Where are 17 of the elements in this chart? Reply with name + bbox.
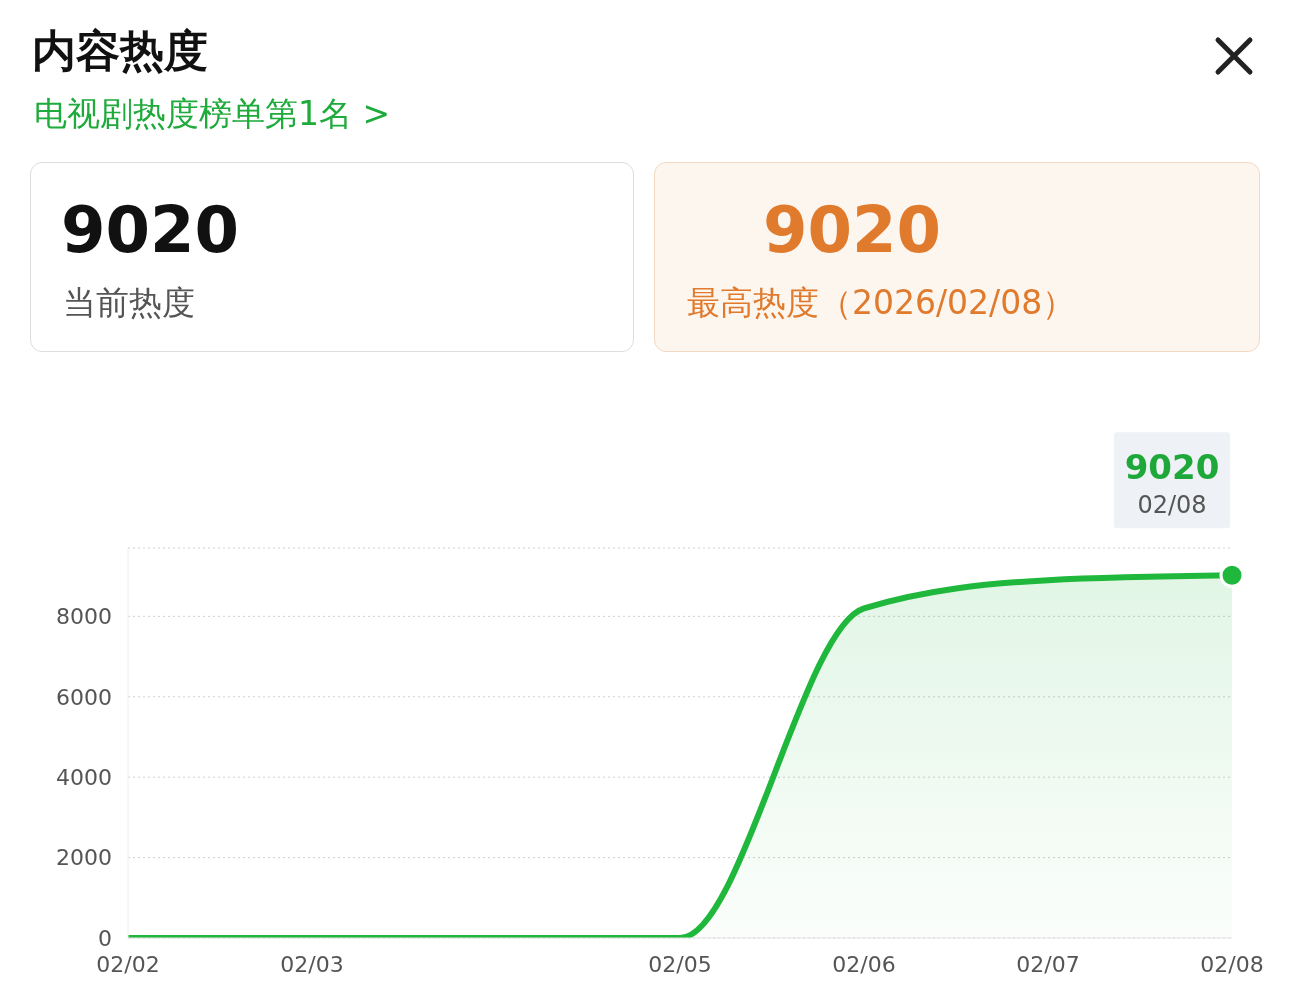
x-tick-label: 02/02 [96, 951, 160, 977]
annotation: 02/08 [1137, 491, 1207, 520]
x-tick-label: 02/03 [280, 951, 344, 977]
chart-subtitle: 电视剧热度榜单第1名 > [34, 93, 391, 135]
chart-title: 内容热度 [32, 24, 208, 78]
x-tick-label: 02/08 [1200, 951, 1264, 977]
x-tick-label: 02/07 [1016, 951, 1080, 977]
x-tick-label: 02/06 [832, 951, 896, 977]
annotation: 9020 [1124, 447, 1220, 488]
x-tick-label: 02/05 [648, 951, 712, 977]
peak-card: 9020 最高热度（2026/02/08） [654, 162, 1260, 352]
y-tick-label: 2000 [56, 845, 112, 871]
y-tick-label: 0 [98, 925, 112, 951]
y-tick-label: 6000 [56, 684, 112, 710]
y-tick-label: 4000 [56, 764, 112, 790]
current-card: 9020 当前热度 [30, 162, 634, 352]
y-tick-label: 8000 [56, 604, 112, 630]
